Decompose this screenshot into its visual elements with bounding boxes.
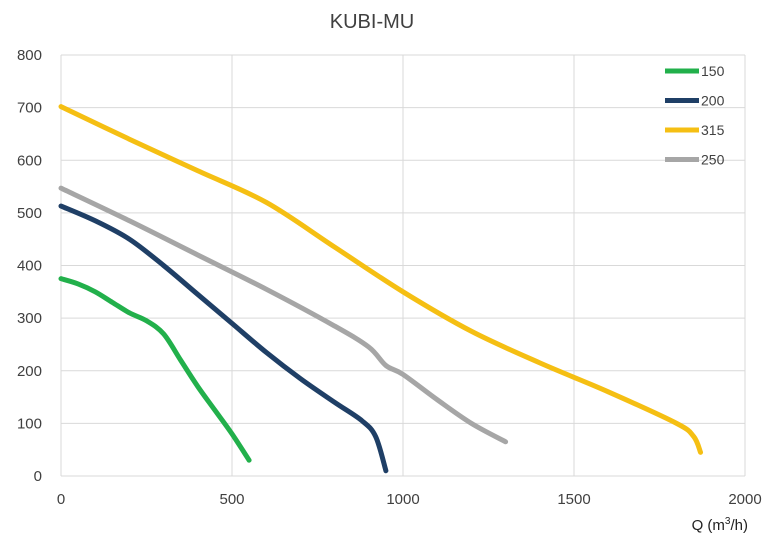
x-tick-label: 0 (57, 491, 65, 508)
x-tick-label: 500 (219, 491, 244, 508)
x-tick-label: 1000 (386, 491, 419, 508)
y-tick-label: 100 (17, 415, 42, 432)
y-axis-ticks: 0 100 200 300 400 500 600 700 800 (17, 47, 42, 485)
x-tick-label: 1500 (557, 491, 590, 508)
series-lines (58, 104, 704, 474)
y-tick-label: 200 (17, 363, 42, 380)
x-tick-label: 2000 (728, 491, 761, 508)
legend-label-250: 250 (701, 152, 725, 168)
legend-label-200: 200 (701, 93, 725, 109)
series-line-200 (58, 203, 389, 474)
y-tick-label: 600 (17, 152, 42, 169)
legend-label-150: 150 (701, 63, 725, 79)
x-axis-label: Q (m3/h) (692, 516, 748, 534)
series-line-150 (58, 276, 252, 463)
y-tick-label: 500 (17, 205, 42, 222)
legend: 150 200 315 250 (665, 63, 725, 168)
y-tick-label: 300 (17, 310, 42, 327)
series-line-250 (58, 185, 509, 445)
y-tick-label: 800 (17, 47, 42, 64)
chart-title: KUBI-MU (330, 11, 414, 33)
gridlines (60, 54, 746, 477)
y-tick-label: 700 (17, 100, 42, 117)
y-tick-label: 400 (17, 258, 42, 275)
x-axis-ticks: 0 500 1000 1500 2000 (57, 491, 762, 508)
legend-label-315: 315 (701, 122, 725, 138)
y-tick-label: 0 (34, 468, 42, 485)
series-line-315 (58, 104, 704, 455)
